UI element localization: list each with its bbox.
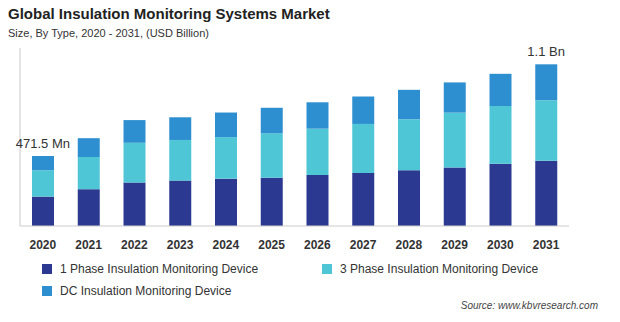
svg-text:2027: 2027	[350, 238, 377, 252]
svg-text:2020: 2020	[30, 238, 57, 252]
html-text:1 Phase Insulation Monitoring: 1 Phase Insulation Monitoring Device	[60, 262, 259, 276]
svg-text:2023: 2023	[167, 238, 194, 252]
svg-text:2021: 2021	[75, 238, 102, 252]
html-text:Size, By Type, 2020 - 2031, (U: Size, By Type, 2020 - 2031, (USD Billion…	[8, 27, 209, 39]
svg-text:2022: 2022	[121, 238, 148, 252]
svg-text:2024: 2024	[213, 238, 240, 252]
html-text:DC Insulation Monitoring Devic: DC Insulation Monitoring Device	[60, 284, 232, 298]
svg-text:2031: 2031	[533, 238, 560, 252]
svg-text:2026: 2026	[304, 238, 331, 252]
svg-text:2029: 2029	[441, 238, 468, 252]
html-text:3 Phase Insulation Monitoring: 3 Phase Insulation Monitoring Device	[340, 262, 539, 276]
svg-text:2030: 2030	[487, 238, 514, 252]
html-text:Global Insulation Monitoring S: Global Insulation Monitoring Systems Mar…	[8, 5, 330, 22]
svg-text:2025: 2025	[258, 238, 285, 252]
svg-text:1.1 Bn: 1.1 Bn	[527, 44, 565, 59]
svg-text:2028: 2028	[396, 238, 423, 252]
svg-text:471.5 Mn: 471.5 Mn	[16, 136, 70, 151]
html-text:Source: www.kbvresearch.com: Source: www.kbvresearch.com	[460, 300, 598, 311]
